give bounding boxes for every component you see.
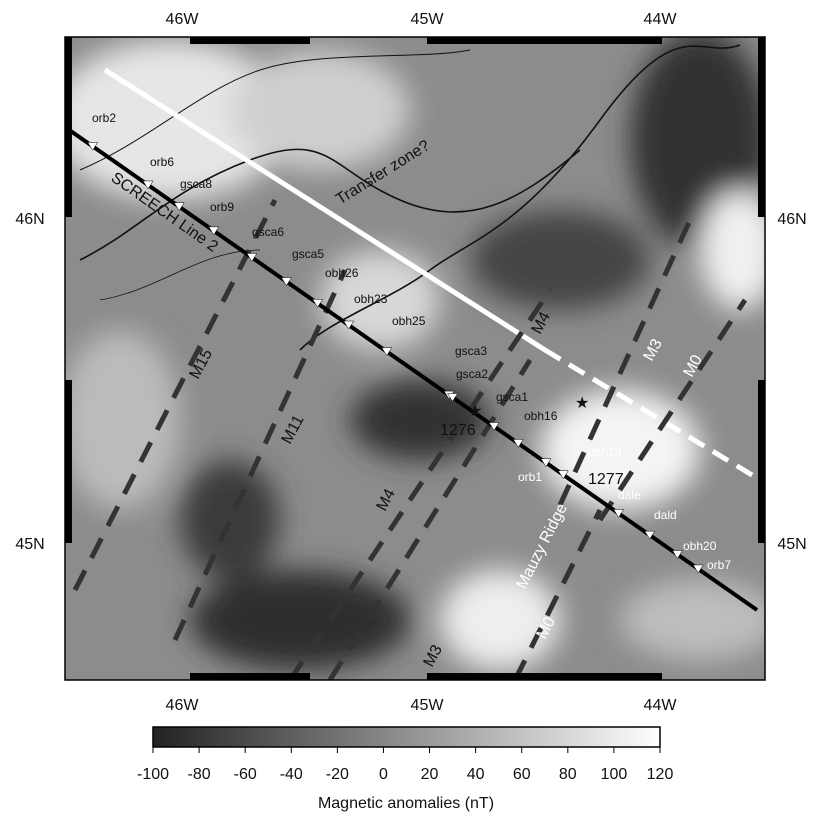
- station-marker: [381, 347, 393, 357]
- station-label: obh20: [683, 539, 717, 553]
- colorbar-tick-label: 120: [647, 766, 674, 783]
- station-marker: [447, 393, 458, 402]
- station-marker: [280, 277, 292, 287]
- station-label: orb6: [150, 155, 174, 169]
- station-marker: [343, 320, 355, 330]
- lon-label: 45W: [411, 697, 445, 714]
- station-label: orb2: [92, 111, 116, 125]
- station-marker: [671, 550, 683, 559]
- station-marker: [208, 226, 220, 236]
- station-label: orb9: [210, 200, 234, 214]
- station-marker: [692, 564, 704, 574]
- station-label: gsca8: [180, 177, 212, 191]
- lon-label: 44W: [644, 11, 678, 28]
- station-marker: [87, 142, 99, 151]
- station-marker: [312, 299, 324, 308]
- station-marker: [644, 530, 656, 540]
- station-label: dald: [654, 508, 677, 522]
- site-star: ★: [575, 395, 589, 412]
- lat-label: 45N: [15, 536, 44, 553]
- colorbar: Magnetic anomalies (nT) -100 -80 -60 -40 -20…: [137, 726, 674, 812]
- site-star: ★: [468, 403, 482, 420]
- colorbar-tick-label: 80: [559, 766, 577, 783]
- station-marker: [512, 439, 524, 448]
- colorbar-tick-label: 60: [513, 766, 531, 783]
- lon-label: 44W: [644, 697, 678, 714]
- colorbar-tick-label: 0: [379, 766, 388, 783]
- colorbar-tick-label: -60: [234, 766, 257, 783]
- station-label: orb1: [518, 470, 542, 484]
- station-label: gsca1: [496, 390, 528, 404]
- colorbar-tick-label: 20: [421, 766, 439, 783]
- station-label: orb7: [707, 558, 731, 572]
- lon-label: 45W: [411, 11, 445, 28]
- station-label: gsca5: [292, 247, 324, 261]
- station-label: gsca3: [455, 344, 487, 358]
- colorbar-tick-label: 100: [601, 766, 628, 783]
- station-label: obh23: [354, 292, 388, 306]
- colorbar-title: Magnetic anomalies (nT): [318, 795, 494, 812]
- station-label: dale: [618, 488, 641, 502]
- station-label: obh26: [325, 266, 359, 280]
- station-label: obh25: [392, 314, 426, 328]
- colorbar-tick-label: 40: [467, 766, 485, 783]
- lat-label: 46N: [777, 211, 806, 228]
- station-marker: [613, 509, 625, 518]
- lat-label: 45N: [777, 536, 806, 553]
- colorbar-tick-label: -80: [188, 766, 211, 783]
- frame-ticks: [65, 37, 765, 680]
- colorbar-tick-label: -100: [137, 766, 169, 783]
- station-labels: orb2 orb6 gsca8 orb9 gsca6 gsca5 obh26 o…: [92, 111, 731, 572]
- station-marker: [142, 180, 154, 190]
- lat-label: 46N: [15, 211, 44, 228]
- station-markers: [87, 142, 704, 574]
- axis-labels: 46W 45W 44W 46W 45W 44W 46N 45N 46N 45N: [15, 11, 806, 714]
- colorbar-tick-label: -20: [326, 766, 349, 783]
- station-marker: [557, 470, 569, 480]
- lon-label: 46W: [166, 697, 200, 714]
- colorbar-ramp: [152, 726, 661, 748]
- station-label: obh19: [588, 445, 622, 459]
- station-marker: [246, 253, 258, 262]
- map-frame: [64, 36, 766, 681]
- station-marker: [173, 202, 185, 212]
- magnetic-anomaly-map: [65, 37, 765, 680]
- colorbar-tick-label: -40: [280, 766, 303, 783]
- station-marker: [540, 458, 552, 468]
- site-label: 1277: [588, 471, 624, 488]
- station-marker: [488, 422, 500, 431]
- station-label: gsca6: [252, 225, 284, 239]
- station-label: obh16: [524, 409, 558, 423]
- station-label: gsca2: [456, 367, 488, 381]
- lon-label: 46W: [166, 11, 200, 28]
- site-label: 1276: [440, 422, 476, 439]
